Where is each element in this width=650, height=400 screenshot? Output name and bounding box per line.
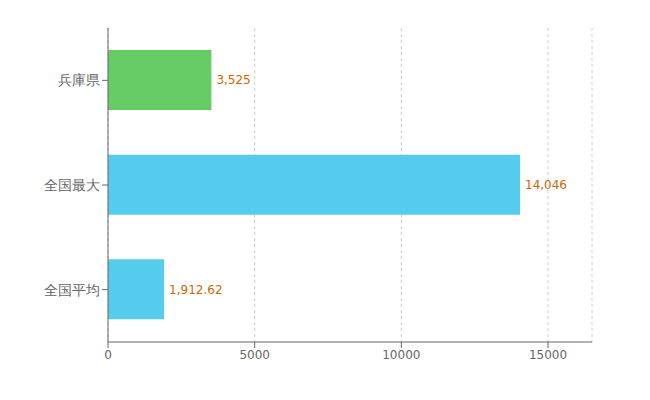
svg-text:1,912.62: 1,912.62	[169, 283, 222, 297]
svg-text:3,525: 3,525	[216, 73, 250, 87]
svg-text:全国平均: 全国平均	[44, 282, 100, 298]
svg-text:15000: 15000	[529, 348, 567, 362]
svg-text:10000: 10000	[382, 348, 420, 362]
svg-text:14,046: 14,046	[525, 178, 567, 192]
svg-text:兵庫県: 兵庫県	[58, 72, 100, 88]
svg-text:0: 0	[104, 348, 112, 362]
svg-text:全国最大: 全国最大	[44, 177, 100, 193]
svg-text:5000: 5000	[239, 348, 270, 362]
